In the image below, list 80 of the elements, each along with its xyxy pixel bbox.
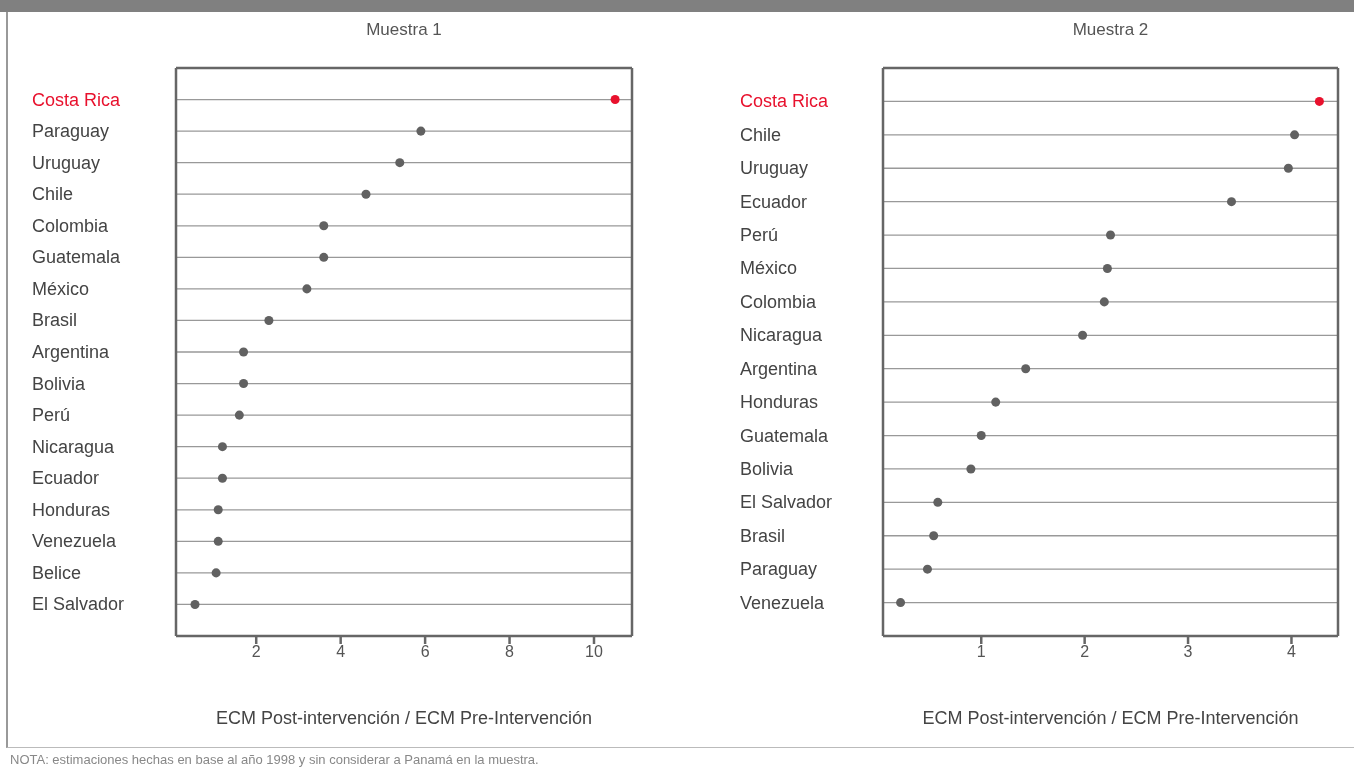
chart-title: Muestra 2 [1071, 20, 1150, 40]
y-tick-label: Colombia [740, 291, 818, 312]
point [896, 598, 906, 608]
y-tick-label: Honduras [740, 392, 819, 413]
y-tick-label: Nicaragua [32, 436, 116, 457]
y-tick-label: Chile [740, 124, 782, 145]
y-tick-label: El Salvador [32, 594, 125, 615]
point [213, 505, 223, 515]
point [213, 536, 223, 546]
y-tick-label: Argentina [740, 358, 819, 379]
y-tick-label: Perú [740, 225, 779, 246]
y-tick-label: Honduras [32, 499, 111, 520]
point [966, 464, 976, 474]
point [319, 221, 329, 231]
point [211, 568, 221, 578]
point [1078, 330, 1088, 340]
point [302, 284, 312, 294]
chart-title: Muestra 1 [365, 20, 443, 40]
y-tick-label: Argentina [32, 342, 111, 362]
text: NOTA: estimaciones hechas en base al año 1998 y sin considerar a Panamá en la muestra. [10, 752, 539, 767]
x-tick-label: 4 [1287, 643, 1297, 661]
point [1290, 130, 1300, 140]
y-tick-label: Paraguay [32, 121, 110, 142]
y-tick-label: Guatemala [740, 425, 830, 446]
point [1021, 364, 1031, 374]
x-axis-title: ECM Post-intervención / ECM Pre-Intervención [215, 708, 593, 728]
point [190, 599, 200, 609]
y-tick-label: México [32, 278, 90, 299]
point [239, 347, 249, 357]
y-tick-label: El Salvador [740, 492, 833, 513]
point [1105, 230, 1116, 240]
point [217, 442, 227, 452]
point [610, 95, 620, 105]
point [1226, 197, 1236, 207]
y-tick-label: Bolivia [740, 458, 795, 479]
point [395, 158, 405, 168]
y-tick-label: Bolivia [32, 373, 87, 394]
y-tick-label: Nicaragua [740, 325, 824, 346]
point [234, 410, 244, 420]
point [319, 252, 329, 262]
y-tick-label: Uruguay [32, 152, 101, 173]
point [217, 473, 227, 483]
point [264, 315, 274, 325]
y-tick-label: Costa Rica [32, 89, 122, 110]
point [922, 564, 932, 574]
point [416, 126, 426, 136]
y-tick-label: Ecuador [32, 468, 100, 489]
x-tick-label: 3 [1183, 643, 1193, 661]
y-tick-label: Perú [32, 405, 71, 426]
y-tick-label: Venezuela [32, 531, 118, 552]
point [1099, 297, 1109, 307]
y-tick-label: Guatemala [32, 247, 122, 268]
point [361, 189, 371, 199]
point [239, 379, 249, 389]
y-tick-label: Brasil [740, 525, 786, 546]
x-tick-label: 10 [585, 643, 603, 661]
y-tick-label: Paraguay [740, 559, 818, 580]
y-tick-label: Brasil [32, 310, 78, 331]
y-tick-label: Venezuela [740, 592, 826, 613]
point [1102, 263, 1112, 273]
point [976, 431, 986, 441]
point [933, 497, 943, 507]
y-tick-label: Belice [32, 562, 82, 583]
point [1283, 163, 1293, 173]
point [929, 531, 939, 541]
y-tick-label: Colombia [32, 215, 110, 236]
x-axis-title: ECM Post-intervención / ECM Pre-Intervención [922, 708, 1299, 728]
x-tick-label: 4 [336, 643, 346, 661]
x-tick-label: 2 [1080, 643, 1090, 661]
y-tick-label: Costa Rica [740, 91, 830, 112]
x-tick-label: 8 [505, 643, 515, 661]
y-tick-label: Chile [32, 184, 74, 205]
x-tick-label: 1 [976, 643, 986, 661]
y-tick-label: Ecuador [740, 191, 808, 212]
y-tick-label: México [740, 258, 798, 279]
point [991, 397, 1001, 407]
x-tick-label: 6 [420, 643, 430, 661]
x-tick-label: 2 [251, 643, 261, 661]
point [1314, 96, 1324, 106]
y-tick-label: Uruguay [740, 158, 809, 179]
